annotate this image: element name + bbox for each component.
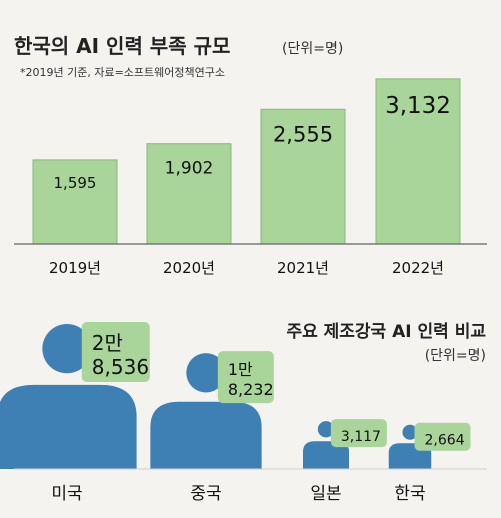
category-label: 2022년 — [392, 259, 444, 277]
category-label: 2021년 — [277, 259, 329, 277]
person-icon-head — [402, 424, 418, 440]
person-icon-head — [317, 421, 335, 438]
person-figure-일본: 3,117 — [302, 419, 387, 469]
bar-value-label: 2,555 — [273, 122, 333, 146]
person-figure-중국: 1만8,232 — [150, 351, 274, 469]
bar-2021년 — [260, 108, 346, 245]
country-label: 미국 — [51, 484, 82, 504]
value-label-box — [81, 322, 150, 382]
bar-value-label: 1,902 — [165, 159, 214, 179]
person-icon-body — [0, 384, 137, 469]
person-icon-head — [42, 324, 92, 374]
bar-2019년 — [32, 159, 118, 245]
person-value-label: 2,664 — [425, 433, 465, 449]
category-labels: 2019년 2020년 2021년 2022년 — [49, 259, 444, 277]
country-labels: 미국 중국 일본 한국 — [51, 484, 425, 504]
source-note: *2019년 기준, 자료=소프트웨어정책연구소 — [20, 66, 225, 79]
person-icon-head — [186, 353, 226, 393]
bar-2022년 — [375, 78, 461, 245]
category-label: 2019년 — [49, 259, 101, 277]
person-figure-미국: 2만8,536 — [0, 322, 150, 469]
bars-group: 1,595 1,902 2,555 3,132 — [32, 78, 461, 245]
person-value-label: 3,117 — [341, 429, 381, 445]
bar-2020년 — [146, 143, 232, 245]
country-label: 한국 — [394, 484, 425, 504]
person-value-label: 8,536 — [92, 355, 149, 379]
category-label: 2020년 — [163, 259, 215, 277]
value-label-box — [217, 351, 274, 404]
comparison-title: 주요 제조강국 AI 인력 비교 — [286, 322, 486, 342]
value-label-box — [414, 422, 471, 451]
country-label: 일본 — [310, 484, 341, 504]
person-figure-한국: 2,664 — [388, 422, 471, 469]
chart-title: 한국의 AI 인력 부족 규모 — [14, 34, 230, 58]
bar-value-label: 3,132 — [385, 93, 451, 119]
person-value-label: 1만 — [228, 360, 253, 379]
person-icon-body — [302, 441, 350, 469]
person-value-label: 2만 — [92, 331, 123, 355]
unit-note: (단위=명) — [282, 41, 343, 57]
country-label: 중국 — [190, 484, 221, 504]
comparison-unit-note: (단위=명) — [425, 348, 486, 364]
person-icon-body — [150, 401, 262, 469]
bar-value-label: 1,595 — [54, 174, 97, 192]
person-value-label: 8,232 — [228, 380, 274, 399]
value-label-box — [330, 419, 387, 448]
